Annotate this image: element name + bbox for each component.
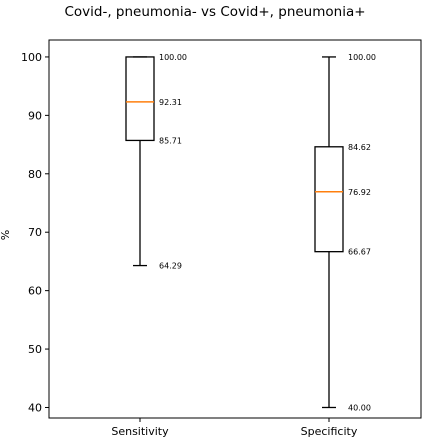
plot-area-frame — [48, 39, 422, 419]
y-tick-label: 90 — [28, 109, 42, 122]
box-sensitivity: 100.00 92.31 85.71 64.29 — [125, 53, 187, 271]
x-tick-label: Specificity — [301, 425, 358, 438]
y-tick-label: 50 — [28, 343, 42, 356]
x-tick-label: Sensitivity — [111, 425, 169, 438]
y-axis: 40 50 60 70 80 90 100 — [21, 51, 49, 414]
value-annotation: 76.92 — [348, 188, 371, 197]
y-tick-label: 60 — [28, 285, 42, 298]
value-annotation: 100.00 — [348, 53, 376, 62]
box-series: 100.00 92.31 85.71 64.29 100.00 84.62 76.92 66.… — [125, 53, 376, 412]
value-annotation: 64.29 — [159, 262, 182, 271]
chart-title: Covid-, pneumonia- vs Covid+, pneumonia+ — [64, 4, 365, 20]
value-annotation: 85.71 — [159, 136, 182, 145]
iqr-box — [314, 146, 344, 253]
y-tick-label: 80 — [28, 168, 42, 181]
y-tick-label: 70 — [28, 226, 42, 239]
box-specificity: 100.00 84.62 76.92 66.67 40.00 — [314, 53, 376, 412]
x-axis: Sensitivity Specificity — [111, 418, 358, 438]
iqr-box — [125, 56, 155, 142]
y-tick-label: 100 — [21, 51, 42, 64]
value-annotation: 66.67 — [348, 248, 371, 257]
value-annotation: 100.00 — [159, 53, 187, 62]
value-annotation: 84.62 — [348, 143, 371, 152]
y-tick-label: 40 — [28, 401, 42, 414]
value-annotation: 40.00 — [348, 403, 371, 412]
y-axis-label: % — [0, 230, 12, 240]
value-annotation: 92.31 — [159, 98, 182, 107]
